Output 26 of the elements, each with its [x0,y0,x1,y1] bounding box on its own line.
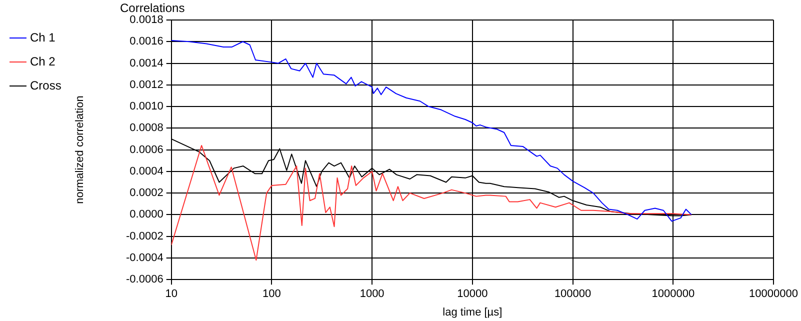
y-tick-label: 0.0018 [130,14,164,26]
y-tick-label: 0.0000 [130,208,164,221]
x-tick-label: 10 [165,288,178,300]
y-tick-label: -0.0004 [126,252,164,264]
x-tick-label: 100 [262,288,281,300]
legend-label: Ch 1 [30,30,56,44]
x-tick-label: 1000 [360,288,384,300]
y-tick-label: 0.0004 [130,165,164,178]
y-tick-label: -0.0006 [126,274,164,286]
x-tick-label: 1000000 [652,288,695,300]
x-tick-label: 10000000 [749,288,798,300]
legend-label: Ch 2 [30,54,56,68]
chart-title: Correlations [120,1,185,15]
x-tick-label: 10000 [457,288,488,300]
y-tick-label: 0.0010 [130,100,164,113]
y-tick-label: -0.0002 [126,230,164,242]
y-tick-label: 0.0012 [130,78,164,91]
y-tick-label: 0.0016 [130,36,164,48]
x-axis-title: lag time [µs] [442,306,502,318]
x-tick-label: 100000 [554,288,592,300]
y-tick-label: 0.0014 [130,57,164,70]
y-tick-label: 0.0002 [130,187,164,200]
y-tick-label: 0.0008 [130,122,164,134]
legend-label: Cross [30,78,62,92]
y-axis-title: normalized correlation [74,96,86,204]
y-tick-label: 0.0006 [130,144,164,156]
